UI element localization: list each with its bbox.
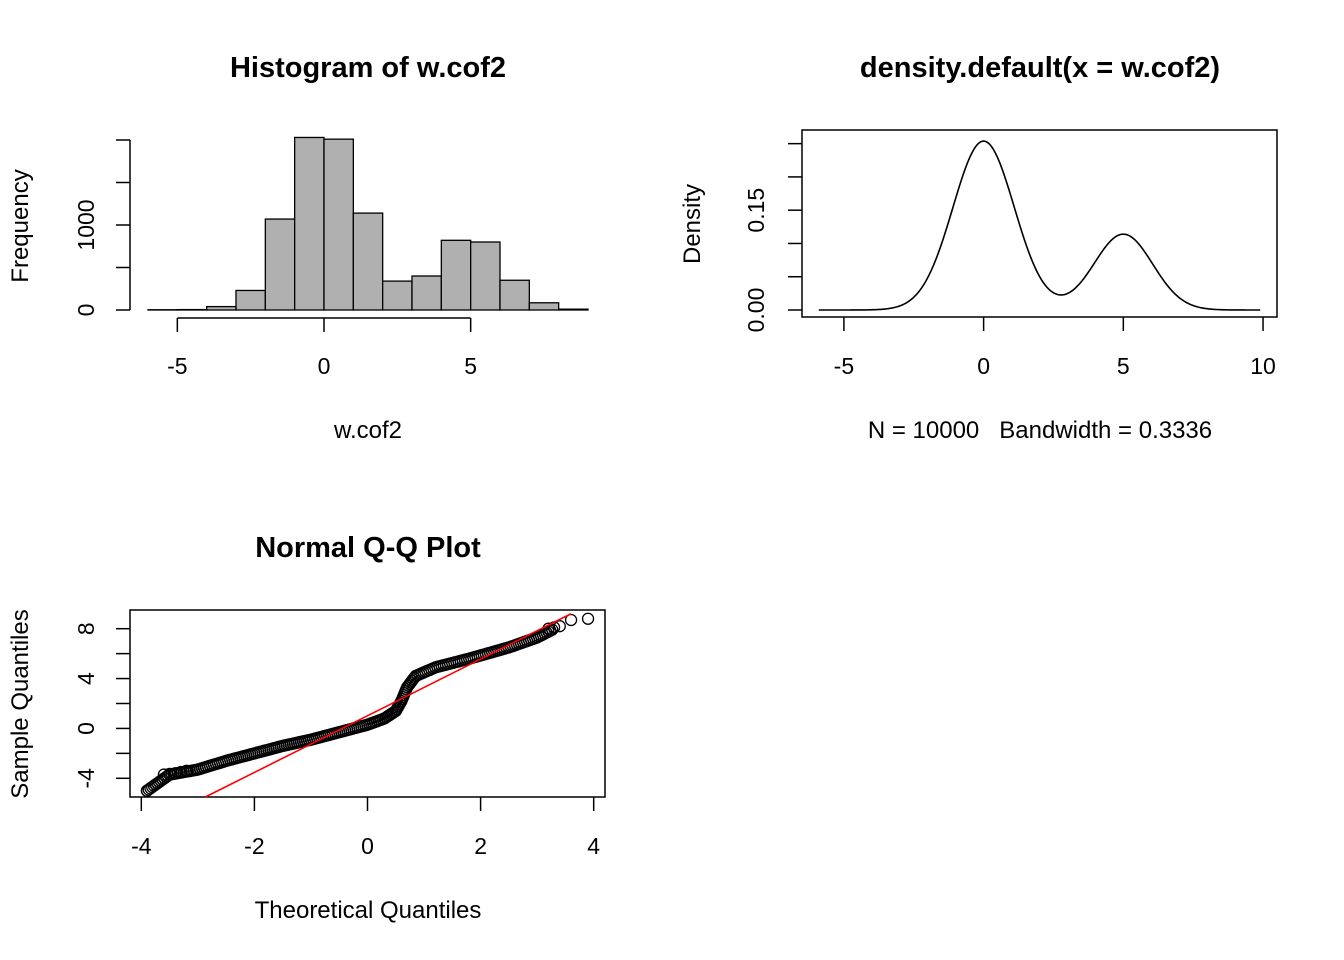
density-panel: density.default(x = w.cof2) -5 0 5 10 0.000… bbox=[679, 52, 1278, 444]
qq-title: Normal Q-Q Plot bbox=[255, 532, 481, 564]
histogram-x-tick-label: 0 bbox=[318, 353, 331, 379]
qq-panel: Normal Q-Q Plot -4 -2 0 2 4 -4 0 4 8 Theoretica… bbox=[7, 532, 606, 924]
histogram-bar-13 bbox=[528, 302, 560, 311]
qq-x-axis: -4 -2 0 2 4 bbox=[131, 797, 600, 859]
histogram-bar-8 bbox=[382, 280, 413, 311]
histogram-bar-3 bbox=[235, 289, 266, 311]
density-y-axis: 0.00 0.15 bbox=[743, 142, 802, 333]
qq-tail-point-0 bbox=[140, 784, 154, 797]
qq-x-tick-label: 4 bbox=[587, 833, 600, 859]
qq-y-tick-label: -4 bbox=[73, 768, 99, 789]
histogram-x-label: w.cof2 bbox=[333, 417, 402, 444]
qq-tail-point-5 bbox=[180, 764, 193, 777]
density-x-tick-label: 5 bbox=[1117, 353, 1130, 379]
histogram-title: Histogram of w.cof2 bbox=[230, 52, 506, 84]
qq-y-label: Sample Quantiles bbox=[7, 609, 34, 798]
qq-x-tick-label: -4 bbox=[131, 833, 152, 859]
density-x-tick-label: 0 bbox=[977, 353, 990, 379]
qq-y-axis: -4 0 4 8 bbox=[73, 622, 130, 789]
histogram-bar-11 bbox=[470, 241, 501, 311]
qq-tail-point-4 bbox=[174, 765, 188, 779]
histogram-bar-2 bbox=[206, 305, 237, 311]
density-x-axis: -5 0 5 10 bbox=[834, 317, 1276, 379]
histogram-bar-12 bbox=[499, 279, 530, 311]
qq-y-tick-label: 4 bbox=[73, 672, 99, 685]
histogram-x-tick-label: 5 bbox=[464, 353, 477, 379]
histogram-bar-14 bbox=[558, 308, 589, 311]
density-title: density.default(x = w.cof2) bbox=[860, 52, 1220, 84]
histogram-y-tick-label: 1000 bbox=[73, 199, 99, 250]
qq-tail-point-10 bbox=[581, 612, 595, 625]
qq-points bbox=[140, 612, 595, 797]
histogram-y-axis: 0 1000 bbox=[73, 139, 131, 317]
histogram-bar-6 bbox=[323, 138, 354, 311]
histogram-x-tick-label: -5 bbox=[167, 353, 187, 379]
density-x-tick-label: 10 bbox=[1250, 353, 1276, 379]
histogram-panel: Histogram of w.cof2 -5 0 5 0 1000 w.cof2 Fr… bbox=[7, 52, 589, 444]
qq-reference-line bbox=[204, 613, 572, 798]
histogram-bar-4 bbox=[264, 218, 296, 311]
density-x-tick-label: -5 bbox=[834, 353, 854, 379]
density-y-tick-label: 0.00 bbox=[743, 288, 769, 333]
density-y-tick-label: 0.15 bbox=[743, 188, 769, 233]
qq-x-label: Theoretical Quantiles bbox=[255, 897, 482, 924]
qq-y-tick-label: 8 bbox=[73, 622, 99, 635]
qq-y-tick-label: 0 bbox=[73, 722, 99, 735]
qq-x-tick-label: 0 bbox=[361, 833, 374, 859]
histogram-bar-9 bbox=[411, 275, 442, 311]
qq-tail-point-3 bbox=[169, 767, 182, 780]
histogram-bar-5 bbox=[294, 136, 325, 311]
density-curve bbox=[818, 140, 1261, 311]
density-plot-box bbox=[801, 129, 1278, 318]
density-y-label: Density bbox=[679, 184, 706, 264]
qq-x-tick-label: -2 bbox=[244, 833, 264, 859]
qq-tail-point-8 bbox=[553, 620, 566, 633]
qq-x-tick-label: 2 bbox=[474, 833, 487, 859]
histogram-bars bbox=[147, 136, 589, 311]
histogram-bar-10 bbox=[440, 239, 472, 311]
density-x-label: N = 10000 Bandwidth = 0.3336 bbox=[868, 417, 1212, 444]
histogram-y-label: Frequency bbox=[7, 169, 34, 282]
histogram-x-axis: -5 0 5 bbox=[167, 317, 477, 379]
histogram-y-tick-label: 0 bbox=[73, 304, 99, 317]
histogram-bar-7 bbox=[352, 212, 384, 311]
